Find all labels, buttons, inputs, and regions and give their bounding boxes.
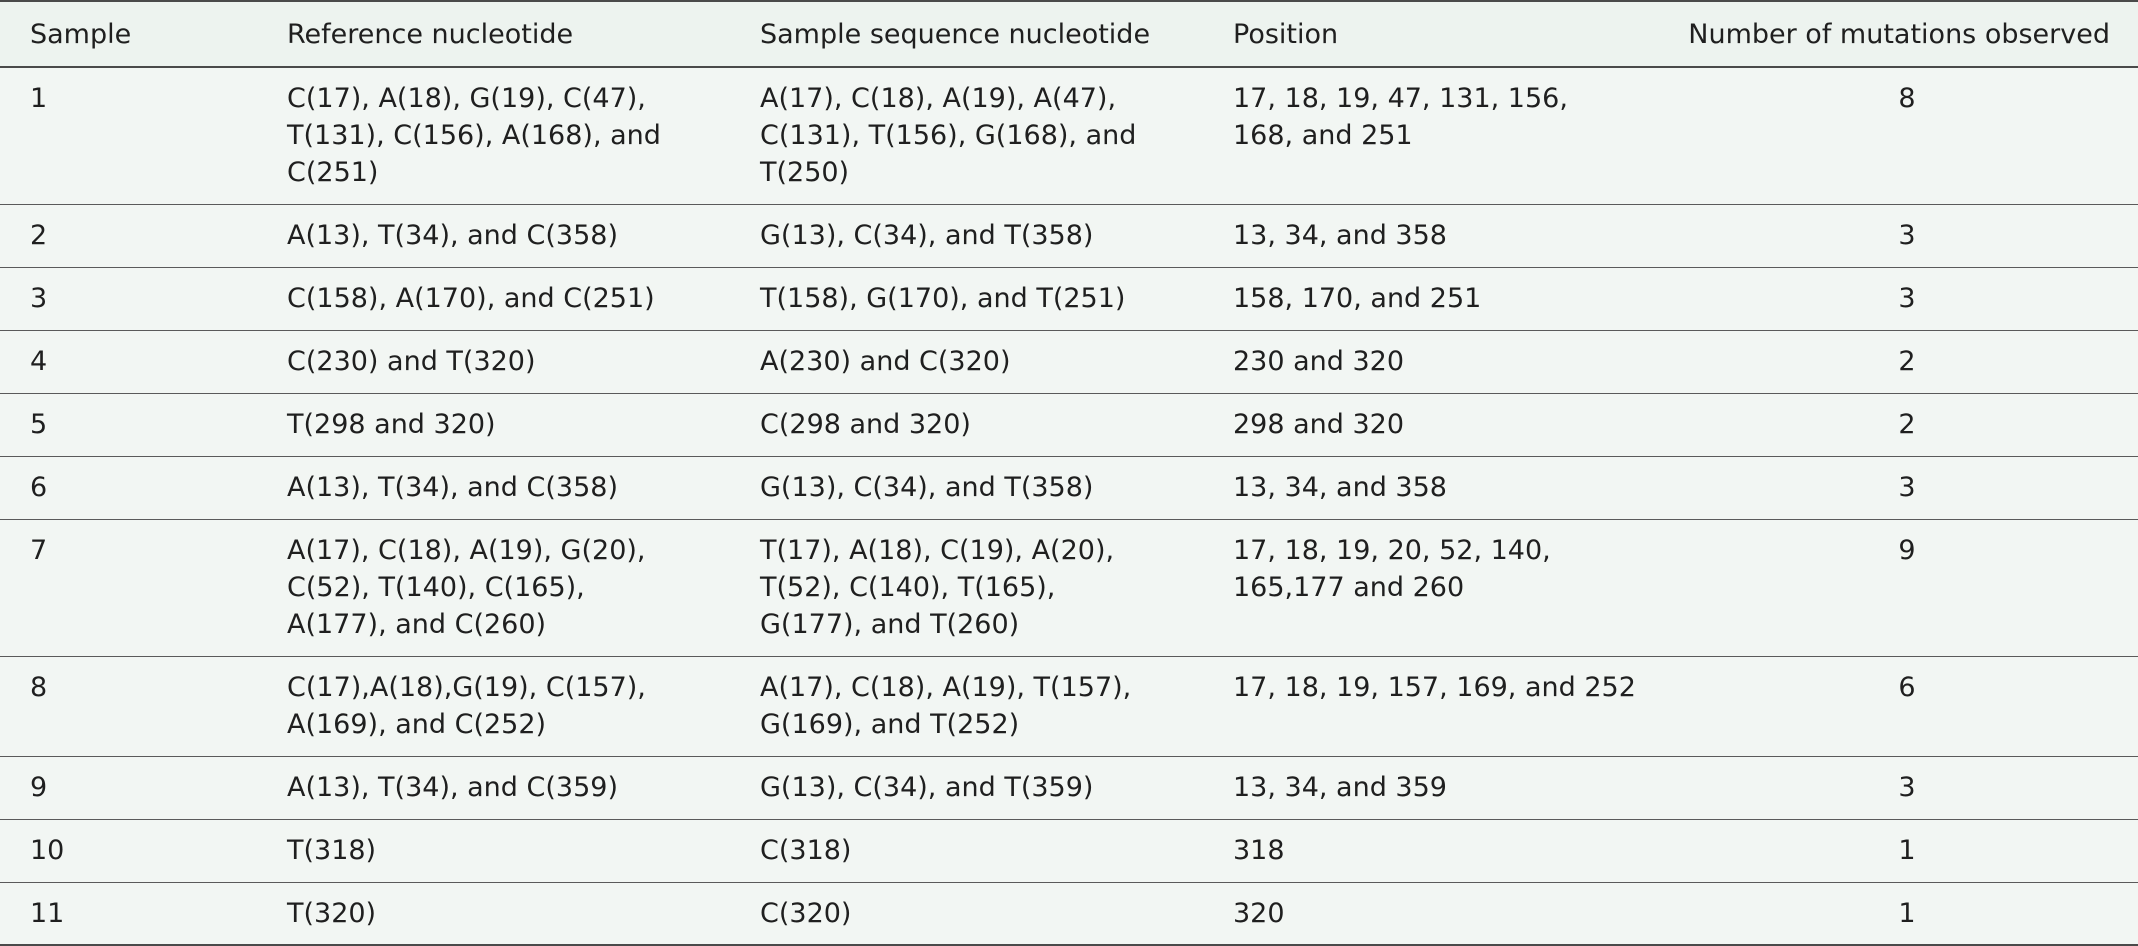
cell-mutations: 8 [1676,67,2138,205]
cell-sample: 6 [0,456,257,520]
column-header-position: Position [1203,0,1676,68]
cell-position: 320 [1203,882,1676,946]
cell-mutations: 9 [1676,519,2138,657]
cell-reference: T(320) [257,882,730,946]
cell-sample: 4 [0,330,257,394]
cell-mutations: 2 [1676,393,2138,457]
column-header-sample-sequence-nucleotide: Sample sequence nucleotide [730,0,1203,68]
cell-position: 17, 18, 19, 47, 131, 156, 168, and 251 [1203,67,1676,205]
table-row: 11 T(320) C(320) 320 1 [0,882,2138,946]
cell-position: 230 and 320 [1203,330,1676,394]
cell-reference: C(17), A(18), G(19), C(47), T(131), C(15… [257,67,730,205]
cell-reference: T(318) [257,819,730,883]
cell-position: 13, 34, and 358 [1203,456,1676,520]
header-row: Sample Reference nucleotide Sample seque… [0,0,2138,68]
cell-sample-sequence: G(13), C(34), and T(358) [730,456,1203,520]
cell-mutations: 1 [1676,819,2138,883]
cell-sample-sequence: G(13), C(34), and T(358) [730,204,1203,268]
table-row: 5 T(298 and 320) C(298 and 320) 298 and … [0,393,2138,457]
cell-mutations: 3 [1676,204,2138,268]
cell-reference: A(13), T(34), and C(358) [257,456,730,520]
cell-sample: 11 [0,882,257,946]
cell-mutations: 3 [1676,267,2138,331]
cell-sample-sequence: T(17), A(18), C(19), A(20), T(52), C(140… [730,519,1203,657]
cell-reference: C(158), A(170), and C(251) [257,267,730,331]
table-body: 1 C(17), A(18), G(19), C(47), T(131), C(… [0,67,2138,946]
cell-sample: 2 [0,204,257,268]
cell-reference: C(230) and T(320) [257,330,730,394]
cell-sample: 7 [0,519,257,657]
cell-reference: A(13), T(34), and C(358) [257,204,730,268]
table-row: 8 C(17),A(18),G(19), C(157), A(169), and… [0,656,2138,757]
cell-mutations: 6 [1676,656,2138,757]
cell-position: 13, 34, and 359 [1203,756,1676,820]
column-header-reference-nucleotide: Reference nucleotide [257,0,730,68]
cell-position: 17, 18, 19, 157, 169, and 252 [1203,656,1676,757]
table-row: 10 T(318) C(318) 318 1 [0,819,2138,883]
cell-mutations: 2 [1676,330,2138,394]
cell-position: 13, 34, and 358 [1203,204,1676,268]
cell-sample-sequence: A(17), C(18), A(19), T(157), G(169), and… [730,656,1203,757]
column-header-sample: Sample [0,0,257,68]
cell-reference: A(13), T(34), and C(359) [257,756,730,820]
table-row: 2 A(13), T(34), and C(358) G(13), C(34),… [0,204,2138,268]
column-header-number-of-mutations: Number of mutations observed [1676,0,2138,68]
cell-position: 298 and 320 [1203,393,1676,457]
cell-mutations: 1 [1676,882,2138,946]
cell-sample: 8 [0,656,257,757]
table-row: 7 A(17), C(18), A(19), G(20), C(52), T(1… [0,519,2138,657]
cell-mutations: 3 [1676,456,2138,520]
table-row: 1 C(17), A(18), G(19), C(47), T(131), C(… [0,67,2138,205]
cell-sample-sequence: C(298 and 320) [730,393,1203,457]
cell-sample: 5 [0,393,257,457]
cell-mutations: 3 [1676,756,2138,820]
table-row: 4 C(230) and T(320) A(230) and C(320) 23… [0,330,2138,394]
cell-sample: 3 [0,267,257,331]
cell-reference: A(17), C(18), A(19), G(20), C(52), T(140… [257,519,730,657]
cell-sample-sequence: T(158), G(170), and T(251) [730,267,1203,331]
cell-position: 318 [1203,819,1676,883]
cell-sample-sequence: C(318) [730,819,1203,883]
cell-reference: T(298 and 320) [257,393,730,457]
cell-sample: 9 [0,756,257,820]
cell-sample-sequence: A(17), C(18), A(19), A(47), C(131), T(15… [730,67,1203,205]
cell-sample-sequence: G(13), C(34), and T(359) [730,756,1203,820]
cell-sample-sequence: C(320) [730,882,1203,946]
cell-sample-sequence: A(230) and C(320) [730,330,1203,394]
cell-sample: 1 [0,67,257,205]
cell-reference: C(17),A(18),G(19), C(157), A(169), and C… [257,656,730,757]
cell-sample: 10 [0,819,257,883]
cell-position: 17, 18, 19, 20, 52, 140, 165,177 and 260 [1203,519,1676,657]
cell-position: 158, 170, and 251 [1203,267,1676,331]
table-row: 9 A(13), T(34), and C(359) G(13), C(34),… [0,756,2138,820]
table-row: 3 C(158), A(170), and C(251) T(158), G(1… [0,267,2138,331]
table-row: 6 A(13), T(34), and C(358) G(13), C(34),… [0,456,2138,520]
table-header: Sample Reference nucleotide Sample seque… [0,0,2138,68]
